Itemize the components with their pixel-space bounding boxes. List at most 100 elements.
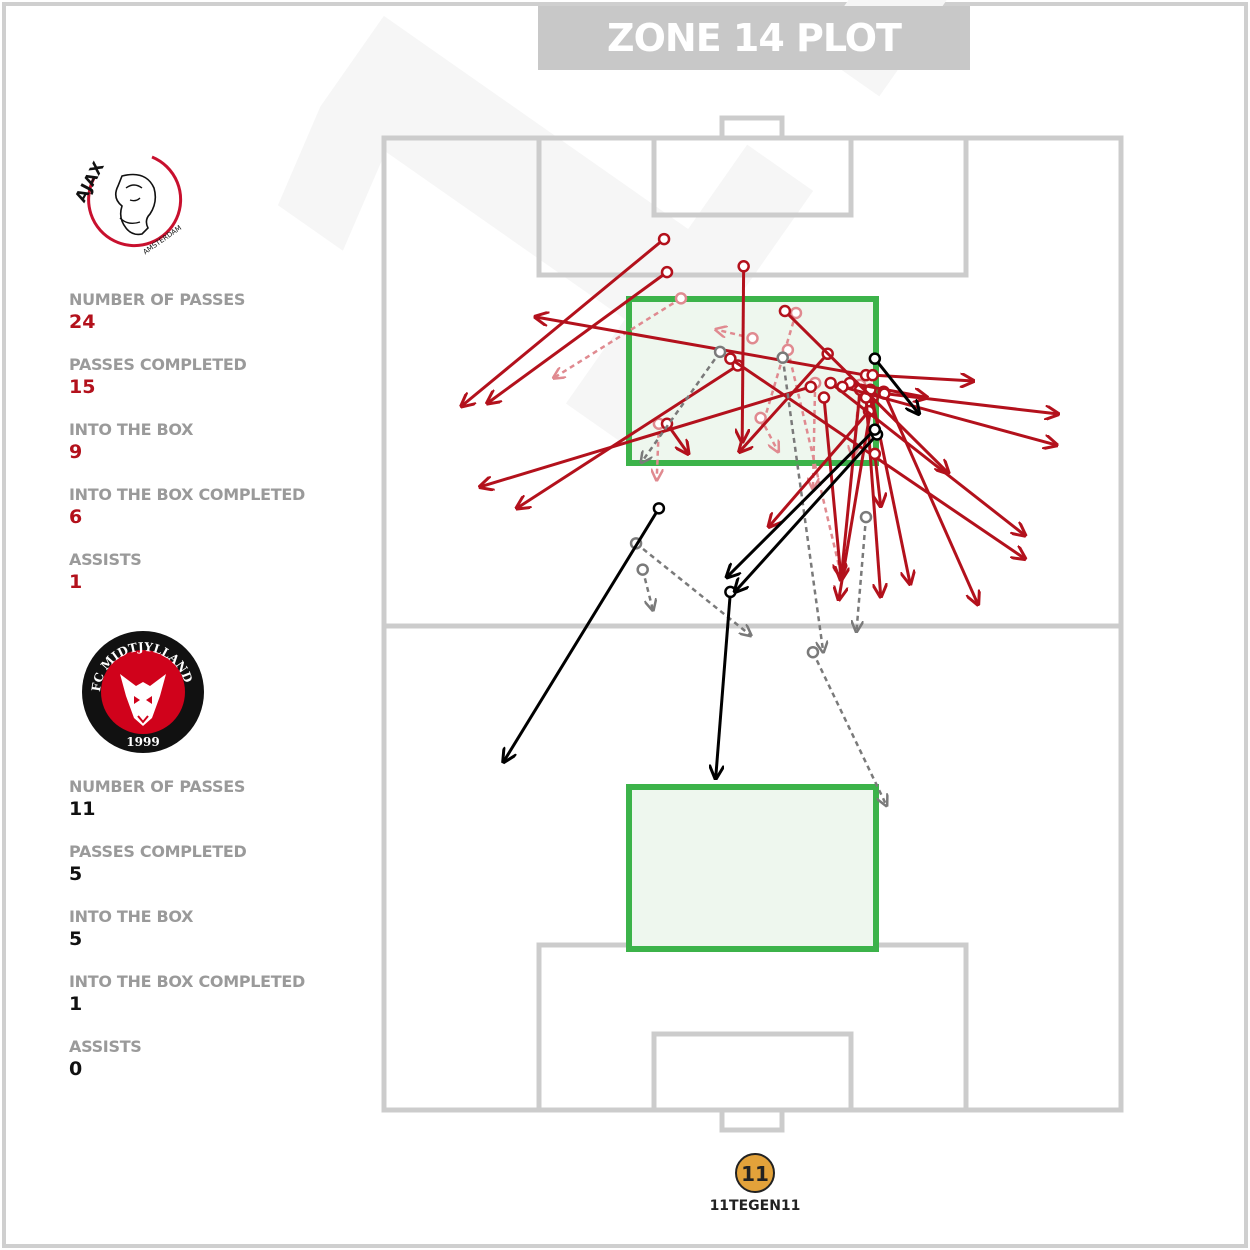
pass-arrow-1-9 [781,357,824,653]
pass-origin-0-6 [804,380,817,394]
pass-arrow-0-6 [480,385,812,487]
ajax-stat-into-box: INTO THE BOX 9 [69,420,305,464]
top-six-yard-box [651,135,854,218]
fcm-stat-into-box-completed: INTO THE BOX COMPLETED 1 [69,972,305,1016]
pass-arrow-0-14 [868,389,910,584]
pass-origin-1-10 [859,510,873,524]
stat-label: ASSISTS [69,550,142,569]
pass-origin-1-3 [868,352,882,365]
pass-origin-0-26 [789,306,803,320]
brand-name: 11TEGEN11 [710,1198,801,1214]
pass-arrow-0-16 [882,391,978,605]
bottom-penalty-area [536,942,969,1113]
ajax-crest-icon: AJAX AMSTERDAM [60,140,184,260]
pass-origin-0-15 [866,368,879,382]
stat-value: 9 [69,441,83,463]
pass-origin-0-13 [868,447,882,461]
pass-origin-0-24 [674,292,688,305]
stat-value: 1 [69,993,83,1015]
pass-origin-0-0 [657,232,671,246]
pass-origin-0-21 [824,376,837,390]
pass-origin-0-5 [724,352,737,365]
top-goal [719,115,785,141]
stat-value: 0 [69,1058,83,1080]
page-title: ZONE 14 PLOT [607,16,902,60]
pass-arrow-1-3 [873,357,919,414]
stat-label: PASSES COMPLETED [69,355,247,374]
pitch-lines [381,115,1124,1133]
pass-arrow-0-2 [487,270,668,403]
stat-value: 5 [69,928,83,950]
bottom-goal [719,1107,785,1133]
brand-badge: 11 [741,1162,769,1186]
pass-arrow-0-27 [759,417,779,452]
pass-arrow-1-0 [503,507,661,762]
stat-label: INTO THE BOX [69,907,194,926]
pass-arrow-0-11 [769,410,871,527]
stat-value: 6 [69,506,83,528]
series-fc-midtjylland [503,345,919,806]
brand-logo: 11 11TEGEN11 [700,1152,810,1216]
pass-arrow-0-22 [783,309,949,473]
pass-arrow-0-9 [841,389,862,581]
pass-arrow-0-24 [554,297,682,378]
pass-arrow-1-1 [716,591,732,779]
fcm-stats: NUMBER OF PASSES 11 PASSES COMPLETED 5 I… [69,777,305,1102]
pass-arrow-0-7 [535,317,867,377]
pass-arrow-1-8 [811,651,887,806]
top-penalty-area [536,135,969,278]
stat-label: ASSISTS [69,1037,142,1056]
title-banner: ZONE 14 PLOT [538,6,970,70]
pass-arrow-1-4 [727,428,876,578]
pass-origin-1-5 [636,563,649,576]
pass-arrow-0-20 [842,385,1056,445]
pass-arrow-0-1 [517,364,739,508]
bottom-six-yard-box [651,1031,854,1113]
pass-arrow-0-8 [822,397,841,578]
pass-origin-0-2 [660,265,674,279]
pass-arrow-0-26 [763,312,798,425]
series-ajax [461,232,1058,605]
pass-arrow-0-19 [742,266,743,442]
stat-label: PASSES COMPLETED [69,842,247,861]
ajax-stats: NUMBER OF PASSES 24 PASSES COMPLETED 15 … [69,290,305,615]
passes-layer [461,232,1058,806]
pass-origin-1-0 [652,502,666,515]
pass-origin-0-25 [746,331,759,345]
stat-label: INTO THE BOX [69,420,194,439]
ajax-stat-into-box-completed: INTO THE BOX COMPLETED 6 [69,485,305,529]
pass-arrow-1-7 [641,351,722,463]
fc-midtjylland-crest-icon: FC MIDTJYLLAND 1999 [80,630,206,754]
pass-origin-1-4 [868,423,882,436]
pass-arrow-1-2 [735,433,879,591]
pass-arrow-0-18 [884,392,1058,414]
stat-label: INTO THE BOX COMPLETED [69,485,306,504]
pass-origin-1-8 [806,645,820,659]
ajax-stat-assists: ASSISTS 1 [69,550,305,594]
stat-value: 5 [69,863,83,885]
pass-arrow-0-10 [839,397,875,600]
fcm-stat-assists: ASSISTS 0 [69,1037,305,1081]
pass-origin-1-7 [713,345,727,359]
stat-value: 15 [69,376,96,398]
pass-origin-1-1 [724,585,737,599]
ajax-stat-completed: PASSES COMPLETED 15 [69,355,305,399]
pass-arrow-0-13 [875,453,881,506]
pass-origin-0-19 [737,260,750,273]
pass-origin-1-9 [776,351,789,364]
pass-arrow-1-10 [856,516,868,632]
fcm-stat-passes: NUMBER OF PASSES 11 [69,777,305,821]
stat-value: 11 [69,798,96,820]
stat-value: 24 [69,311,96,333]
pass-origin-0-8 [817,391,831,404]
zone14-bottom [626,784,879,952]
pass-arrow-1-6 [635,542,751,635]
pass-origin-0-27 [754,411,767,425]
pass-arrow-0-4 [739,352,829,452]
pass-arrow-0-21 [829,381,1026,536]
pass-arrow-1-5 [641,569,653,611]
stat-value: 1 [69,571,83,593]
fcm-year: 1999 [126,735,159,749]
